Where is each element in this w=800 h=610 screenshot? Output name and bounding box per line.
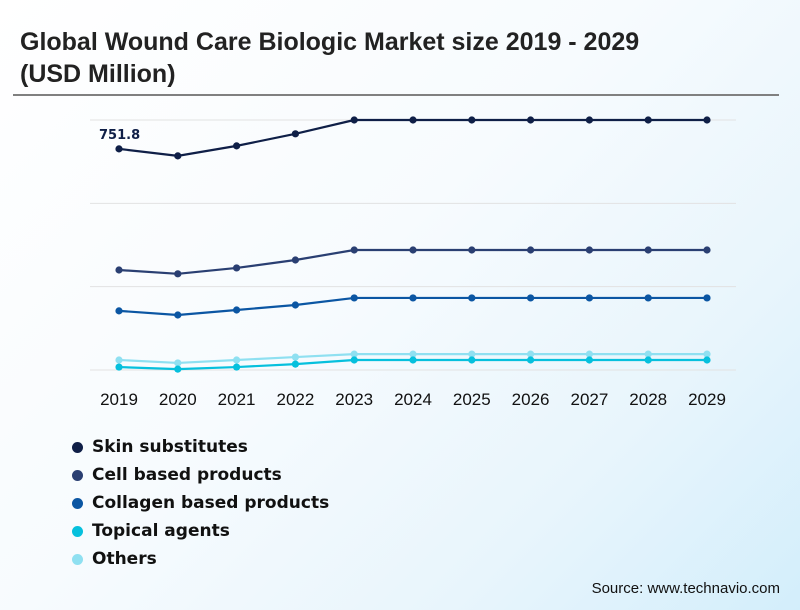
data-point bbox=[174, 152, 182, 160]
legend-item-others[interactable]: Others bbox=[72, 545, 329, 573]
series-line bbox=[118, 118, 707, 157]
data-point bbox=[291, 360, 299, 368]
data-point bbox=[233, 363, 241, 371]
data-point bbox=[644, 116, 652, 124]
data-point bbox=[703, 350, 711, 358]
data-point bbox=[409, 294, 417, 302]
data-point bbox=[527, 294, 535, 302]
data-point bbox=[585, 356, 594, 364]
data-point bbox=[468, 116, 476, 124]
data-point bbox=[233, 264, 241, 272]
x-tick-label: 2027 bbox=[570, 390, 608, 409]
data-point bbox=[409, 350, 417, 358]
data-point bbox=[174, 311, 182, 319]
data-labels: 751.8 bbox=[99, 128, 140, 143]
legend-label: Others bbox=[92, 549, 157, 569]
data-point bbox=[115, 266, 123, 274]
legend-marker-icon bbox=[72, 553, 83, 565]
x-tick-label: 2024 bbox=[394, 390, 432, 409]
data-point bbox=[115, 307, 123, 315]
data-point bbox=[527, 356, 535, 364]
legend-marker-icon bbox=[72, 441, 83, 453]
x-tick-label: 2029 bbox=[688, 390, 726, 409]
x-tick-label: 2021 bbox=[218, 390, 256, 409]
chart-title: Global Wound Care Biologic Market size 2… bbox=[20, 28, 640, 88]
data-point bbox=[409, 116, 417, 124]
data-point bbox=[585, 116, 594, 124]
x-tick-label: 2019 bbox=[100, 390, 138, 409]
line-chart: 751.8 2019 2020 2021 2022 2023 2024 2025 2026 20… bbox=[90, 116, 736, 409]
data-point bbox=[468, 294, 476, 302]
legend-marker-icon bbox=[72, 525, 83, 537]
data-point bbox=[468, 356, 476, 364]
x-tick-label: 2025 bbox=[453, 390, 491, 409]
data-point bbox=[350, 294, 358, 302]
data-point bbox=[174, 359, 182, 367]
data-point bbox=[527, 246, 535, 254]
data-point bbox=[644, 246, 652, 254]
data-point bbox=[174, 270, 182, 278]
x-tick-label: 2026 bbox=[512, 390, 550, 409]
data-point bbox=[527, 116, 535, 124]
data-point bbox=[703, 116, 711, 124]
data-point bbox=[291, 130, 299, 138]
source-credit: Source: www.technavio.com bbox=[591, 580, 780, 597]
data-point bbox=[174, 365, 182, 373]
data-point bbox=[409, 246, 417, 254]
legend: Skin substitutes Cell based products Col… bbox=[72, 433, 329, 573]
series-points bbox=[115, 116, 711, 373]
data-point bbox=[585, 350, 594, 358]
x-tick-label: 2020 bbox=[159, 390, 197, 409]
legend-item-skin-substitutes[interactable]: Skin substitutes bbox=[72, 433, 329, 461]
legend-marker-icon bbox=[72, 497, 83, 509]
x-tick-label: 2023 bbox=[335, 390, 373, 409]
data-point bbox=[585, 294, 594, 302]
x-tick-label: 2028 bbox=[629, 390, 667, 409]
data-point bbox=[291, 256, 299, 264]
data-point bbox=[350, 356, 358, 364]
legend-item-cell-based-products[interactable]: Cell based products bbox=[72, 461, 329, 489]
data-point bbox=[703, 246, 711, 254]
legend-marker-icon bbox=[72, 469, 83, 481]
data-point bbox=[644, 356, 652, 364]
data-point bbox=[585, 246, 594, 254]
data-point bbox=[115, 145, 123, 153]
data-point bbox=[350, 350, 358, 358]
data-point bbox=[468, 246, 476, 254]
title-divider bbox=[13, 94, 779, 96]
legend-label: Collagen based products bbox=[92, 493, 330, 513]
data-point bbox=[233, 306, 241, 314]
legend-label: Cell based products bbox=[92, 465, 282, 485]
data-point bbox=[527, 350, 535, 358]
x-tick-label: 2022 bbox=[276, 390, 314, 409]
legend-item-collagen-based-products[interactable]: Collagen based products bbox=[72, 489, 329, 517]
data-point bbox=[233, 356, 241, 364]
data-point bbox=[468, 350, 476, 358]
data-point bbox=[644, 294, 652, 302]
data-point bbox=[703, 356, 711, 364]
data-label: 751.8 bbox=[99, 128, 140, 143]
legend-label: Topical agents bbox=[92, 521, 230, 541]
data-point bbox=[350, 246, 358, 254]
data-point bbox=[644, 350, 652, 358]
data-point bbox=[409, 356, 417, 364]
legend-item-topical-agents[interactable]: Topical agents bbox=[72, 517, 329, 545]
legend-label: Skin substitutes bbox=[92, 437, 248, 457]
data-point bbox=[115, 363, 123, 371]
data-point bbox=[291, 353, 299, 361]
data-point bbox=[703, 294, 711, 302]
gridlines bbox=[90, 119, 736, 371]
data-point bbox=[350, 116, 358, 124]
data-point bbox=[233, 142, 241, 150]
data-point bbox=[291, 301, 299, 309]
x-axis-ticks: 2019 2020 2021 2022 2023 2024 2025 2026 2027 2028… bbox=[100, 390, 726, 409]
series-lines bbox=[118, 118, 707, 371]
data-point bbox=[115, 356, 123, 364]
